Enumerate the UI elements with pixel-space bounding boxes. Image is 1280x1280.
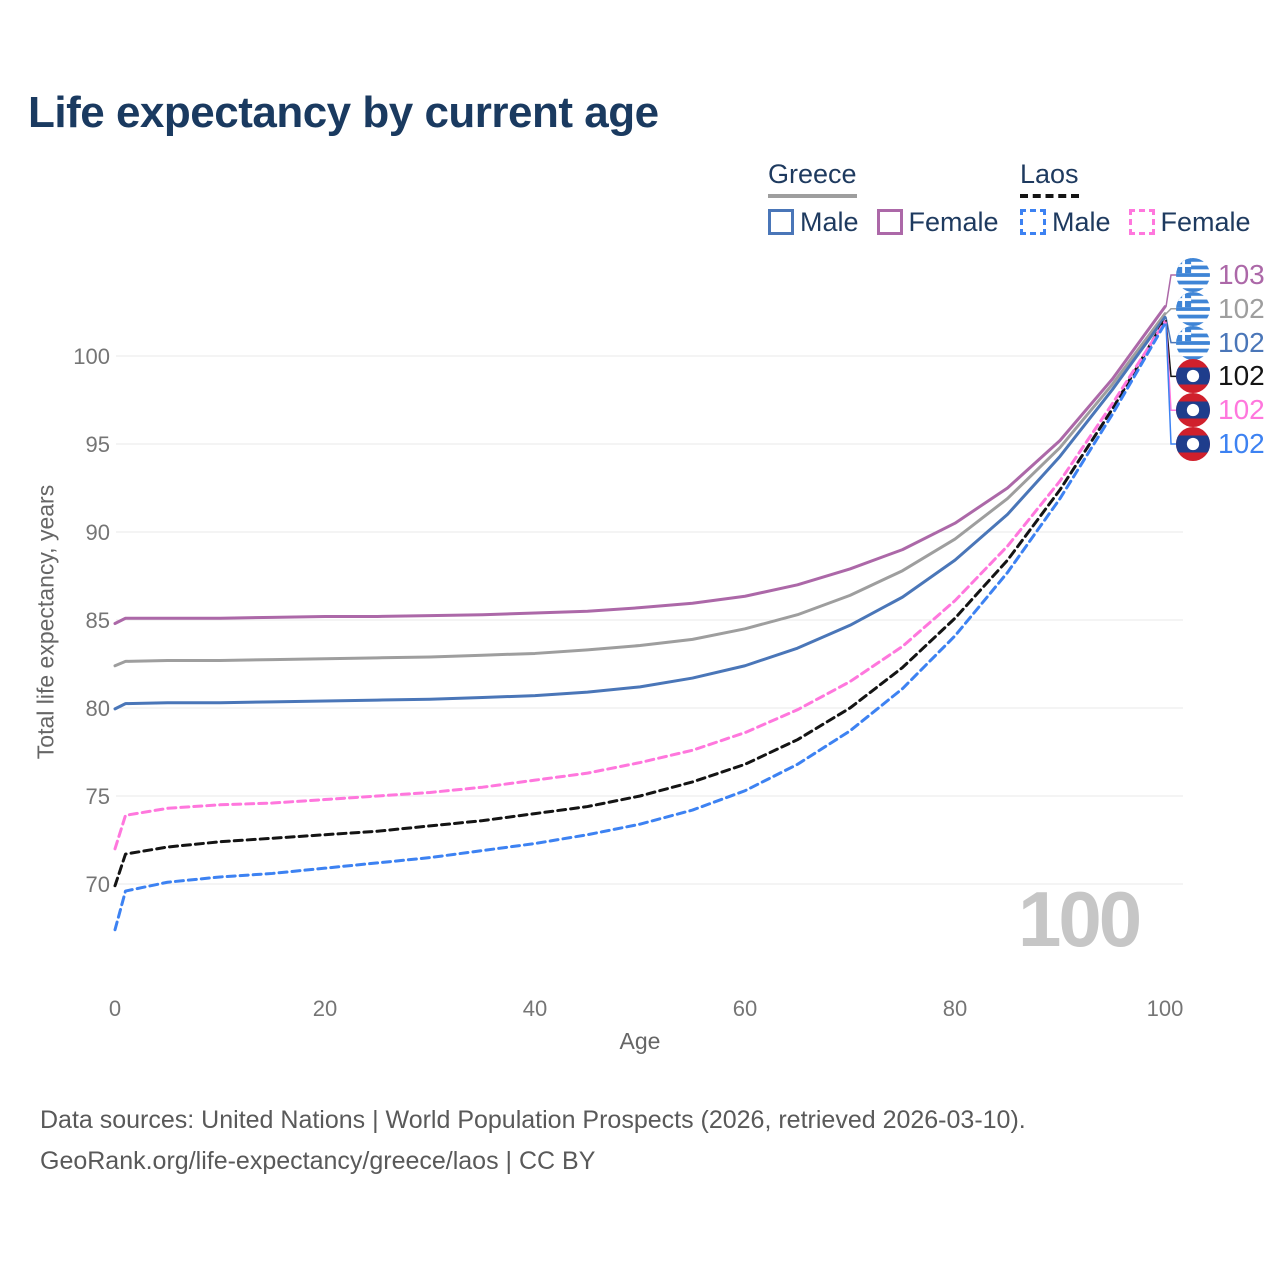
legend-group-label-greece: Greece [768, 159, 857, 189]
checkbox-greece-female[interactable] [876, 209, 903, 236]
leader-line-greece-female [1165, 274, 1176, 307]
page-title: Life expectancy by current age [28, 88, 659, 137]
legend-heading-laos[interactable]: Laos [1020, 159, 1079, 198]
series-line-laos-female[interactable] [113, 320, 1167, 851]
legend-group-laos: Laos Male Female [1020, 159, 1251, 238]
leader-line-greece-male [1165, 317, 1176, 344]
series-line-laos-male[interactable] [113, 321, 1167, 932]
x-tick-label-0: 0 [109, 996, 121, 1021]
legend-item-greece-female[interactable]: Female [876, 206, 999, 238]
legend-heading-greece[interactable]: Greece [768, 159, 857, 198]
y-tick-label-80: 80 [86, 696, 110, 721]
footer-attribution: GeoRank.org/life-expectancy/greece/laos … [40, 1147, 596, 1175]
series-line-greece-both-sexes[interactable] [113, 312, 1167, 668]
legend-item-greece-male[interactable]: Male [768, 207, 859, 238]
y-tick-label-85: 85 [86, 608, 110, 633]
x-axis-title: Age [619, 1028, 661, 1054]
x-tick-label-100: 100 [1147, 996, 1184, 1021]
legend-label-laos-female: Female [1160, 206, 1251, 237]
series-line-greece-male[interactable] [113, 315, 1167, 711]
footer-data-sources: Data sources: United Nations | World Pop… [40, 1106, 1026, 1134]
leader-line-greece-both-sexes [1165, 308, 1176, 315]
legend-item-laos-female[interactable]: Female [1128, 206, 1251, 238]
checkbox-greece-male[interactable] [768, 209, 794, 236]
leader-line-laos-male [1165, 323, 1176, 445]
laos-line-swatch [1020, 193, 1079, 198]
legend-items-greece: Male Female [768, 207, 999, 238]
y-tick-label-100: 100 [73, 344, 110, 369]
y-tick-label-95: 95 [86, 432, 110, 457]
legend-label-greece-female: Female [908, 206, 999, 237]
legend-item-laos-male[interactable]: Male [1020, 207, 1111, 238]
checkbox-laos-male[interactable] [1020, 209, 1046, 236]
series-line-greece-female[interactable] [113, 305, 1167, 626]
legend-label-laos-male: Male [1052, 206, 1111, 237]
y-tick-label-90: 90 [86, 520, 110, 545]
x-tick-label-80: 80 [943, 996, 967, 1021]
x-tick-label-60: 60 [733, 996, 757, 1021]
legend-label-greece-male: Male [800, 206, 859, 237]
y-tick-label-70: 70 [86, 872, 110, 897]
x-tick-label-40: 40 [523, 996, 547, 1021]
checkbox-laos-female[interactable] [1128, 209, 1155, 236]
x-tick-label-20: 20 [313, 996, 337, 1021]
legend-group-greece: Greece Male Female [768, 159, 999, 238]
y-axis-title: Total life expectancy, years [32, 484, 59, 760]
y-tick-label-75: 75 [86, 784, 110, 809]
legend-group-label-laos: Laos [1020, 159, 1079, 189]
greece-line-swatch [768, 193, 857, 198]
legend-items-laos: Male Female [1020, 207, 1251, 238]
series-line-laos-both-sexes[interactable] [113, 318, 1167, 888]
watermark: 100 [1018, 875, 1142, 963]
